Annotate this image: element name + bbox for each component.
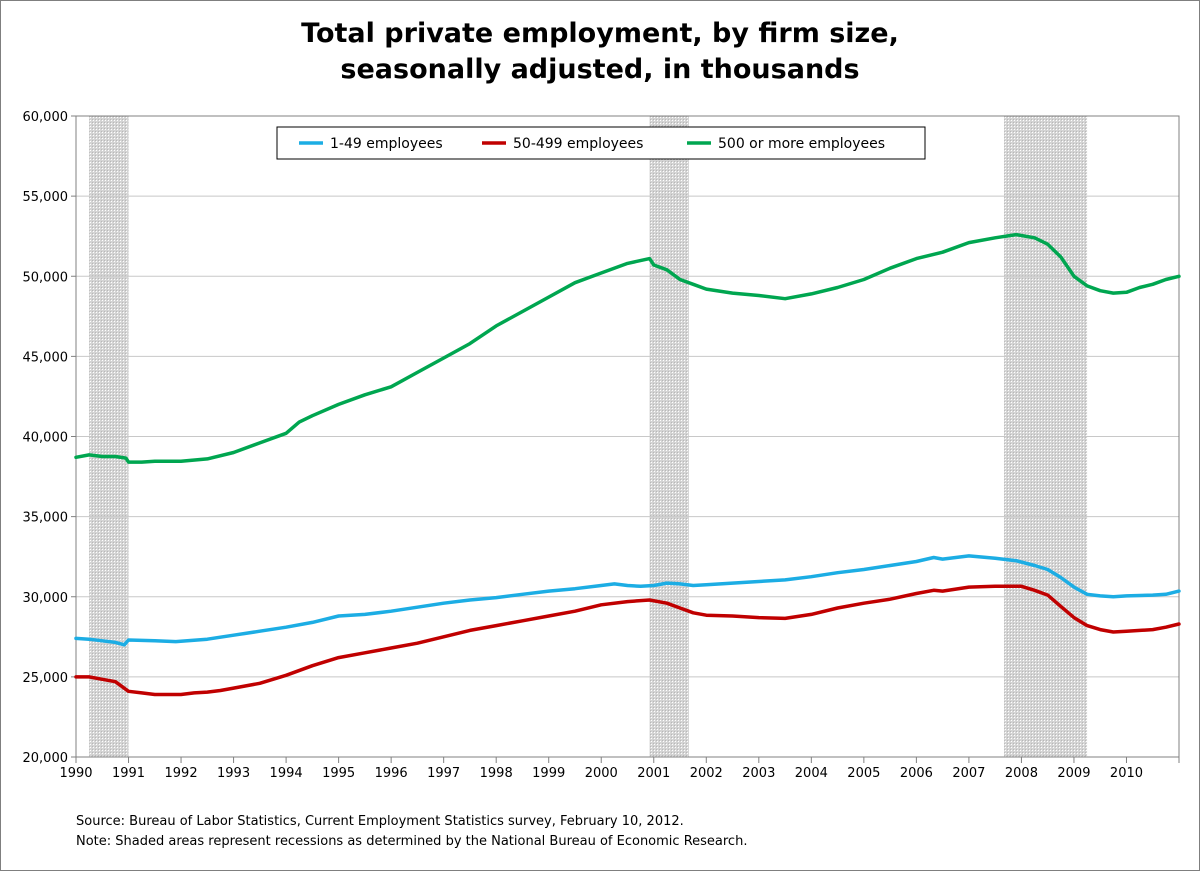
y-tick-label: 20,000 [23,751,69,766]
chart-title: Total private employment, by firm size, … [0,16,1200,88]
x-tick-label: 2004 [795,766,828,781]
x-tick-label: 2002 [690,766,723,781]
legend-label: 50-499 employees [513,136,643,152]
chart-notes: Source: Bureau of Labor Statistics, Curr… [76,812,747,852]
x-tick-label: 1999 [532,766,565,781]
x-tick-label: 2006 [900,766,933,781]
series-line [74,554,1181,647]
legend-label: 1-49 employees [330,136,443,152]
series-line [74,584,1181,697]
x-tick-label: 2010 [1110,766,1143,781]
recession-note: Note: Shaded areas represent recessions … [76,834,748,849]
y-tick-label: 40,000 [23,431,69,446]
x-tick-label: 1993 [217,766,250,781]
chart-title-line-2: seasonally adjusted, in thousands [340,54,860,85]
x-tick-label: 1994 [270,766,303,781]
x-tick-label: 2003 [742,766,775,781]
axis-layer: 20,000 25,000 30,000 35,000 40,000 45,000 50,0… [23,110,1180,781]
x-tick-label: 1995 [322,766,355,781]
series-layer [74,232,1181,697]
y-tick-label: 60,000 [23,110,69,125]
legend: 1-49 employees 50-499 employees 500 or mor… [276,126,926,160]
x-tick-label: 1991 [112,766,145,781]
chart-title-line-1: Total private employment, by firm size, [301,18,899,49]
x-tick-label: 2009 [1057,766,1090,781]
legend-box [276,126,926,160]
x-tick-label: 1990 [59,766,92,781]
x-tick-label: 2007 [952,766,985,781]
series-line [74,232,1181,464]
legend-label: 500 or more employees [718,136,885,152]
y-tick-label: 30,000 [23,591,69,606]
source-note: Source: Bureau of Labor Statistics, Curr… [76,814,684,829]
x-tick-label: 2008 [1005,766,1038,781]
y-tick-label: 55,000 [23,190,69,205]
y-tick-label: 50,000 [23,270,69,285]
y-tick-label: 25,000 [23,671,69,686]
x-tick-label: 2000 [585,766,618,781]
x-tick-label: 1998 [480,766,513,781]
y-tick-label: 35,000 [23,511,69,526]
x-tick-label: 1997 [427,766,460,781]
x-tick-label: 2001 [637,766,670,781]
y-tick-label: 45,000 [23,350,69,365]
x-tick-label: 1996 [375,766,408,781]
gridline-layer [76,195,1179,678]
x-tick-label: 2005 [847,766,880,781]
x-tick-label: 1992 [165,766,198,781]
